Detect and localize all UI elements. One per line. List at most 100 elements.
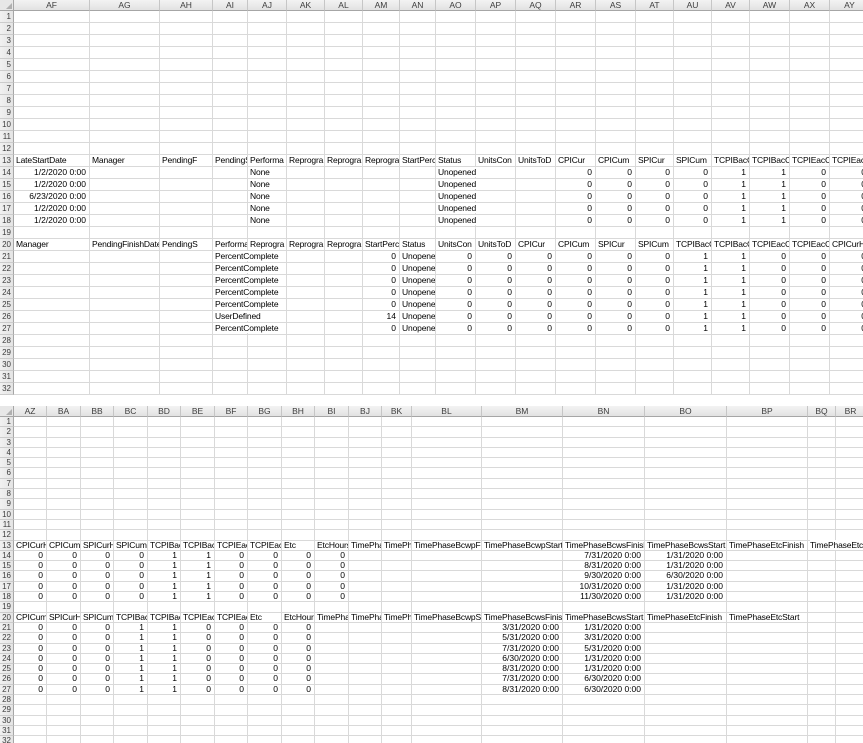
cell-AH15[interactable] — [160, 179, 213, 191]
cell-BM20[interactable]: TimePhaseBcwsFinish — [482, 612, 563, 623]
cell-BK8[interactable] — [382, 489, 412, 500]
cell-AQ5[interactable] — [516, 59, 556, 71]
cell-AW32[interactable] — [750, 383, 790, 395]
cell-AH7[interactable] — [160, 83, 213, 95]
cell-AU24[interactable]: 1 — [674, 287, 712, 299]
cell-BE32[interactable] — [181, 736, 215, 743]
cell-AV15[interactable]: 1 — [712, 179, 750, 191]
cell-AL8[interactable] — [325, 95, 363, 107]
cell-AM21[interactable]: 0 — [363, 251, 400, 263]
cell-AI23[interactable]: PercentComplete — [213, 275, 280, 287]
cell-BM12[interactable] — [482, 530, 563, 541]
cell-BM31[interactable] — [482, 725, 563, 737]
cell-AW12[interactable] — [750, 143, 790, 155]
cell-BA26[interactable]: 0 — [47, 674, 81, 685]
column-header-BO[interactable]: BO — [645, 406, 727, 417]
cell-AI6[interactable] — [213, 71, 248, 83]
cell-AI1[interactable] — [213, 11, 248, 23]
cell-AO13[interactable]: Status — [436, 155, 476, 167]
cell-AZ20[interactable]: CPICumH — [14, 612, 47, 623]
cell-AX28[interactable] — [790, 335, 830, 347]
cell-AU23[interactable]: 1 — [674, 275, 712, 287]
cell-AV7[interactable] — [712, 83, 750, 95]
cell-BG25[interactable]: 0 — [248, 664, 282, 675]
cell-AZ7[interactable] — [14, 478, 47, 490]
cell-BC31[interactable] — [114, 725, 148, 737]
cell-BD20[interactable]: TCPIBacC — [148, 612, 181, 623]
cell-BR25[interactable] — [836, 664, 863, 675]
cell-BR1[interactable] — [836, 417, 863, 428]
select-all-corner[interactable] — [0, 0, 14, 11]
cell-BF5[interactable] — [215, 458, 248, 469]
cell-BE4[interactable] — [181, 447, 215, 459]
cell-BC21[interactable]: 1 — [114, 622, 148, 634]
cell-AH30[interactable] — [160, 359, 213, 371]
cell-AH24[interactable] — [160, 287, 213, 299]
cell-BC19[interactable] — [114, 602, 148, 613]
cell-AL32[interactable] — [325, 383, 363, 395]
row-header-19[interactable]: 19 — [0, 602, 14, 613]
cell-AF12[interactable] — [14, 143, 90, 155]
cell-BE30[interactable] — [181, 715, 215, 726]
cell-AM30[interactable] — [363, 359, 400, 371]
cell-BM32[interactable] — [482, 736, 563, 743]
cell-AF10[interactable] — [14, 119, 90, 131]
cell-BP7[interactable] — [727, 478, 808, 490]
cell-AY22[interactable]: 0 — [830, 263, 863, 275]
cell-BB19[interactable] — [81, 602, 114, 613]
cell-BD12[interactable] — [148, 530, 181, 541]
cell-BF30[interactable] — [215, 715, 248, 726]
cell-BR13[interactable] — [836, 541, 863, 551]
row-header-28[interactable]: 28 — [0, 335, 14, 347]
row-header-14[interactable]: 14 — [0, 550, 14, 562]
cell-AO1[interactable] — [436, 11, 476, 23]
cell-BG7[interactable] — [248, 478, 282, 490]
column-header-BM[interactable]: BM — [482, 406, 563, 417]
cell-BP16[interactable] — [727, 571, 808, 582]
cell-BF19[interactable] — [215, 602, 248, 613]
cell-AP17[interactable] — [476, 203, 516, 215]
row-header-11[interactable]: 11 — [0, 131, 14, 143]
cell-BQ16[interactable] — [808, 571, 836, 582]
cell-BE1[interactable] — [181, 417, 215, 428]
cell-AU30[interactable] — [674, 359, 712, 371]
cell-AY7[interactable] — [830, 83, 863, 95]
cell-AO9[interactable] — [436, 107, 476, 119]
cell-BC9[interactable] — [114, 499, 148, 510]
cell-AH9[interactable] — [160, 107, 213, 119]
cell-AW29[interactable] — [750, 347, 790, 359]
cell-BF7[interactable] — [215, 478, 248, 490]
cell-AY19[interactable] — [830, 227, 863, 239]
row-header-23[interactable]: 23 — [0, 643, 14, 654]
cell-AR13[interactable]: CPICur — [556, 155, 596, 167]
cell-BJ7[interactable] — [349, 478, 382, 490]
cell-BD8[interactable] — [148, 489, 181, 500]
cell-AP9[interactable] — [476, 107, 516, 119]
cell-AH3[interactable] — [160, 35, 213, 47]
cell-BP31[interactable] — [727, 725, 808, 737]
cell-BQ23[interactable] — [808, 643, 836, 654]
cell-AI2[interactable] — [213, 23, 248, 35]
cell-AN32[interactable] — [400, 383, 436, 395]
cell-AQ27[interactable]: 0 — [516, 323, 556, 335]
cell-BJ4[interactable] — [349, 447, 382, 459]
row-header-19[interactable]: 19 — [0, 227, 14, 239]
cell-AJ26[interactable] — [248, 311, 287, 323]
cell-BG21[interactable]: 0 — [248, 622, 282, 634]
cell-AM15[interactable] — [363, 179, 400, 191]
cell-AG19[interactable] — [90, 227, 160, 239]
row-header-2[interactable]: 2 — [0, 427, 14, 438]
cell-BK26[interactable] — [382, 674, 412, 685]
column-header-BJ[interactable]: BJ — [349, 406, 382, 417]
cell-BM5[interactable] — [482, 458, 563, 469]
cell-BE22[interactable]: 0 — [181, 633, 215, 644]
cell-AO24[interactable]: 0 — [436, 287, 476, 299]
cell-BP29[interactable] — [727, 705, 808, 716]
cell-AJ20[interactable]: Reprogra — [248, 239, 287, 251]
cell-AN1[interactable] — [400, 11, 436, 23]
cell-BJ5[interactable] — [349, 458, 382, 469]
cell-AG23[interactable] — [90, 275, 160, 287]
cell-AN17[interactable] — [400, 203, 436, 215]
cell-BI11[interactable] — [315, 519, 349, 531]
cell-AW8[interactable] — [750, 95, 790, 107]
